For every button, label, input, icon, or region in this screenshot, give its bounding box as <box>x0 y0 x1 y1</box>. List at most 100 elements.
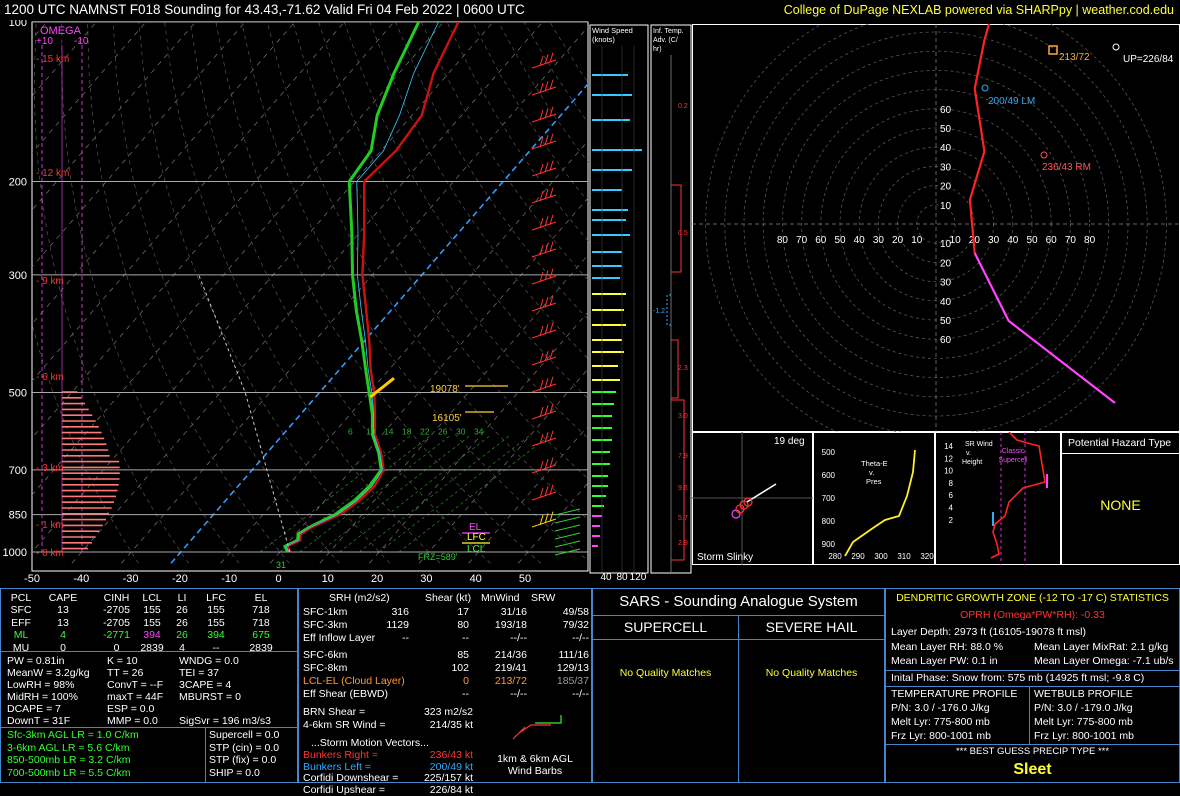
parcel-header: CAPE <box>43 592 83 605</box>
mixing-ratio-label: 10 <box>366 426 376 436</box>
mixing-ratio-label: 6 <box>348 426 353 436</box>
kinematic-cell: --/-- <box>510 632 527 645</box>
parcel-cell: 26 <box>168 604 196 617</box>
parcel-cell: SFC <box>6 604 36 617</box>
theta-e-ytick: 900 <box>822 540 836 549</box>
hodo-ring-label: 70 <box>1065 235 1077 246</box>
index-value: DownT = 31F <box>7 715 70 728</box>
temp-profile-pn: P/N: 3.0 / -176.0 J/kg <box>891 702 990 715</box>
kinematic-header: MnWind <box>481 592 520 605</box>
dgz-panel: DENDRITIC GROWTH ZONE (-12 TO -17 C) STA… <box>885 588 1180 783</box>
storm-motion-label: 213/72 <box>1059 52 1090 63</box>
sr-wind-ytick: 2 <box>949 516 954 525</box>
parcel-cell: 718 <box>241 617 281 630</box>
wetbulb-profile-frz: Frz Lyr: 800-1001 mb <box>1034 730 1134 743</box>
lapse-rate: 3-6km AGL LR = 5.6 C/km <box>7 742 129 755</box>
hodo-ring-label: 40 <box>854 235 866 246</box>
parcel-cell: -2705 <box>94 604 139 617</box>
hodo-ring-label: 40 <box>940 297 952 308</box>
temp-adv-label: 0.5 <box>678 230 688 237</box>
sr-wind-ytick: 10 <box>944 467 953 476</box>
kinematic-cell: 102 <box>451 662 469 675</box>
index-value: WNDG = 0.0 <box>179 655 239 668</box>
temp-profile-title: TEMPERATURE PROFILE <box>891 688 1017 701</box>
hodo-ring-label: 10 <box>940 201 952 212</box>
hodo-ring-label: 30 <box>873 235 885 246</box>
parcel-cell: -2771 <box>94 629 139 642</box>
hodo-ring-label: 80 <box>1084 235 1096 246</box>
kinematic-cell: 219/41 <box>495 662 527 675</box>
sr-wind-title: SR Wind <box>965 441 993 448</box>
height-label: - 1 km <box>36 520 64 531</box>
height-label: - 6 km <box>36 372 64 383</box>
kinematic-row-label: LCL-EL (Cloud Layer) <box>303 675 405 688</box>
hodo-ring-label: 30 <box>988 235 1000 246</box>
chart-title: 1200 UTC NAMNST F018 Sounding for 43.43,… <box>4 2 525 17</box>
parcel-cell: 394 <box>198 629 234 642</box>
sars-hail-heading: SEVERE HAIL <box>739 619 884 635</box>
parcel-cell: 4 <box>43 629 83 642</box>
kinematic-cell: 129/13 <box>557 662 589 675</box>
hodo-ring-label: 30 <box>940 278 952 289</box>
parcel-header: PCL <box>6 592 36 605</box>
height-label: - 9 km <box>36 276 64 287</box>
index-value: DCAPE = 7 <box>7 703 61 716</box>
wind-speed-tick: 80 <box>616 572 628 583</box>
hazard-value: NONE <box>1062 497 1179 513</box>
dgz-depth: Layer Depth: 2973 ft (16105-19078 ft msl… <box>891 626 1086 639</box>
dgz-phase: Inital Phase: Snow from: 575 mb (14925 f… <box>891 672 1144 685</box>
hodo-ring-label: 10 <box>950 235 962 246</box>
kinematic-row-label: Eff Shear (EBWD) <box>303 688 388 701</box>
composite-index: STP (cin) = 0.0 <box>209 742 279 755</box>
index-value: SigSvr = 196 m3/s3 <box>179 715 271 728</box>
index-value: maxT = 44F <box>107 691 163 704</box>
dgz-rh: Mean Layer RH: 88.0 % <box>891 641 1003 654</box>
theta-e-xtick: 280 <box>828 552 842 561</box>
sr-wind-46-label: 4-6km SR Wind = <box>303 719 386 732</box>
theta-e-ytick: 500 <box>822 448 836 457</box>
mixing-ratio-label: 14 <box>384 426 394 436</box>
sr-wind-ytick: 14 <box>944 442 953 451</box>
theta-e-panel: 5006007008009001000280290300310320Theta-… <box>813 432 935 565</box>
theta-e-xtick: 320 <box>920 552 934 561</box>
left-mover-label: 200/49 LM <box>988 96 1035 107</box>
kinematic-cell: --/-- <box>572 688 589 701</box>
index-value: TEI = 37 <box>179 667 219 680</box>
supercell-label: Classic <box>1002 448 1025 455</box>
parcel-header: LI <box>168 592 196 605</box>
parcel-cell: 4 <box>168 642 196 655</box>
parcel-cell: 2839 <box>241 642 281 655</box>
dgz-bottom-label: 16105' <box>432 413 462 424</box>
hazard-panel: Potential Hazard Type NONE <box>1061 432 1180 565</box>
theta-e-ytick: 1000 <box>817 563 835 565</box>
upshear-label: UP=226/84 <box>1123 54 1174 65</box>
height-label: - 0 km <box>36 548 64 559</box>
kinematic-cell: -- <box>462 688 469 701</box>
parcel-cell: 0 <box>43 642 83 655</box>
index-value: K = 10 <box>107 655 138 668</box>
index-value: PW = 0.81in <box>7 655 65 668</box>
hodo-ring-label: 70 <box>796 235 808 246</box>
temp-tick-label: 40 <box>470 573 482 585</box>
temp-tick-label: 30 <box>420 573 432 585</box>
parcel-cell: 675 <box>241 629 281 642</box>
sars-supercell-heading: SUPERCELL <box>593 619 738 635</box>
hodo-ring-label: 20 <box>940 258 952 269</box>
kinematic-cell: 185/37 <box>557 675 589 688</box>
height-label: - 3 km <box>36 463 64 474</box>
kinematic-cell: 213/72 <box>495 675 527 688</box>
wetbulb-profile-pn: P/N: 3.0 / -179.0 J/kg <box>1034 702 1133 715</box>
kinematic-cell: 31/16 <box>501 606 527 619</box>
dgz-oprh: OPRH (Omega*PW*RH): -0.33 <box>886 609 1179 622</box>
index-value: 3CAPE = 4 <box>179 679 231 692</box>
temp-tick-label: 10 <box>322 573 334 585</box>
wind-speed-units: (knots) <box>592 35 615 44</box>
hodo-ring-label: 20 <box>892 235 904 246</box>
sample-wind-barbs <box>499 711 589 751</box>
brn-shear-label: BRN Shear = <box>303 706 365 719</box>
hodo-ring-label: 60 <box>1046 235 1058 246</box>
temp-tick-label: 20 <box>371 573 383 585</box>
lfc-label: LFC <box>467 532 486 543</box>
